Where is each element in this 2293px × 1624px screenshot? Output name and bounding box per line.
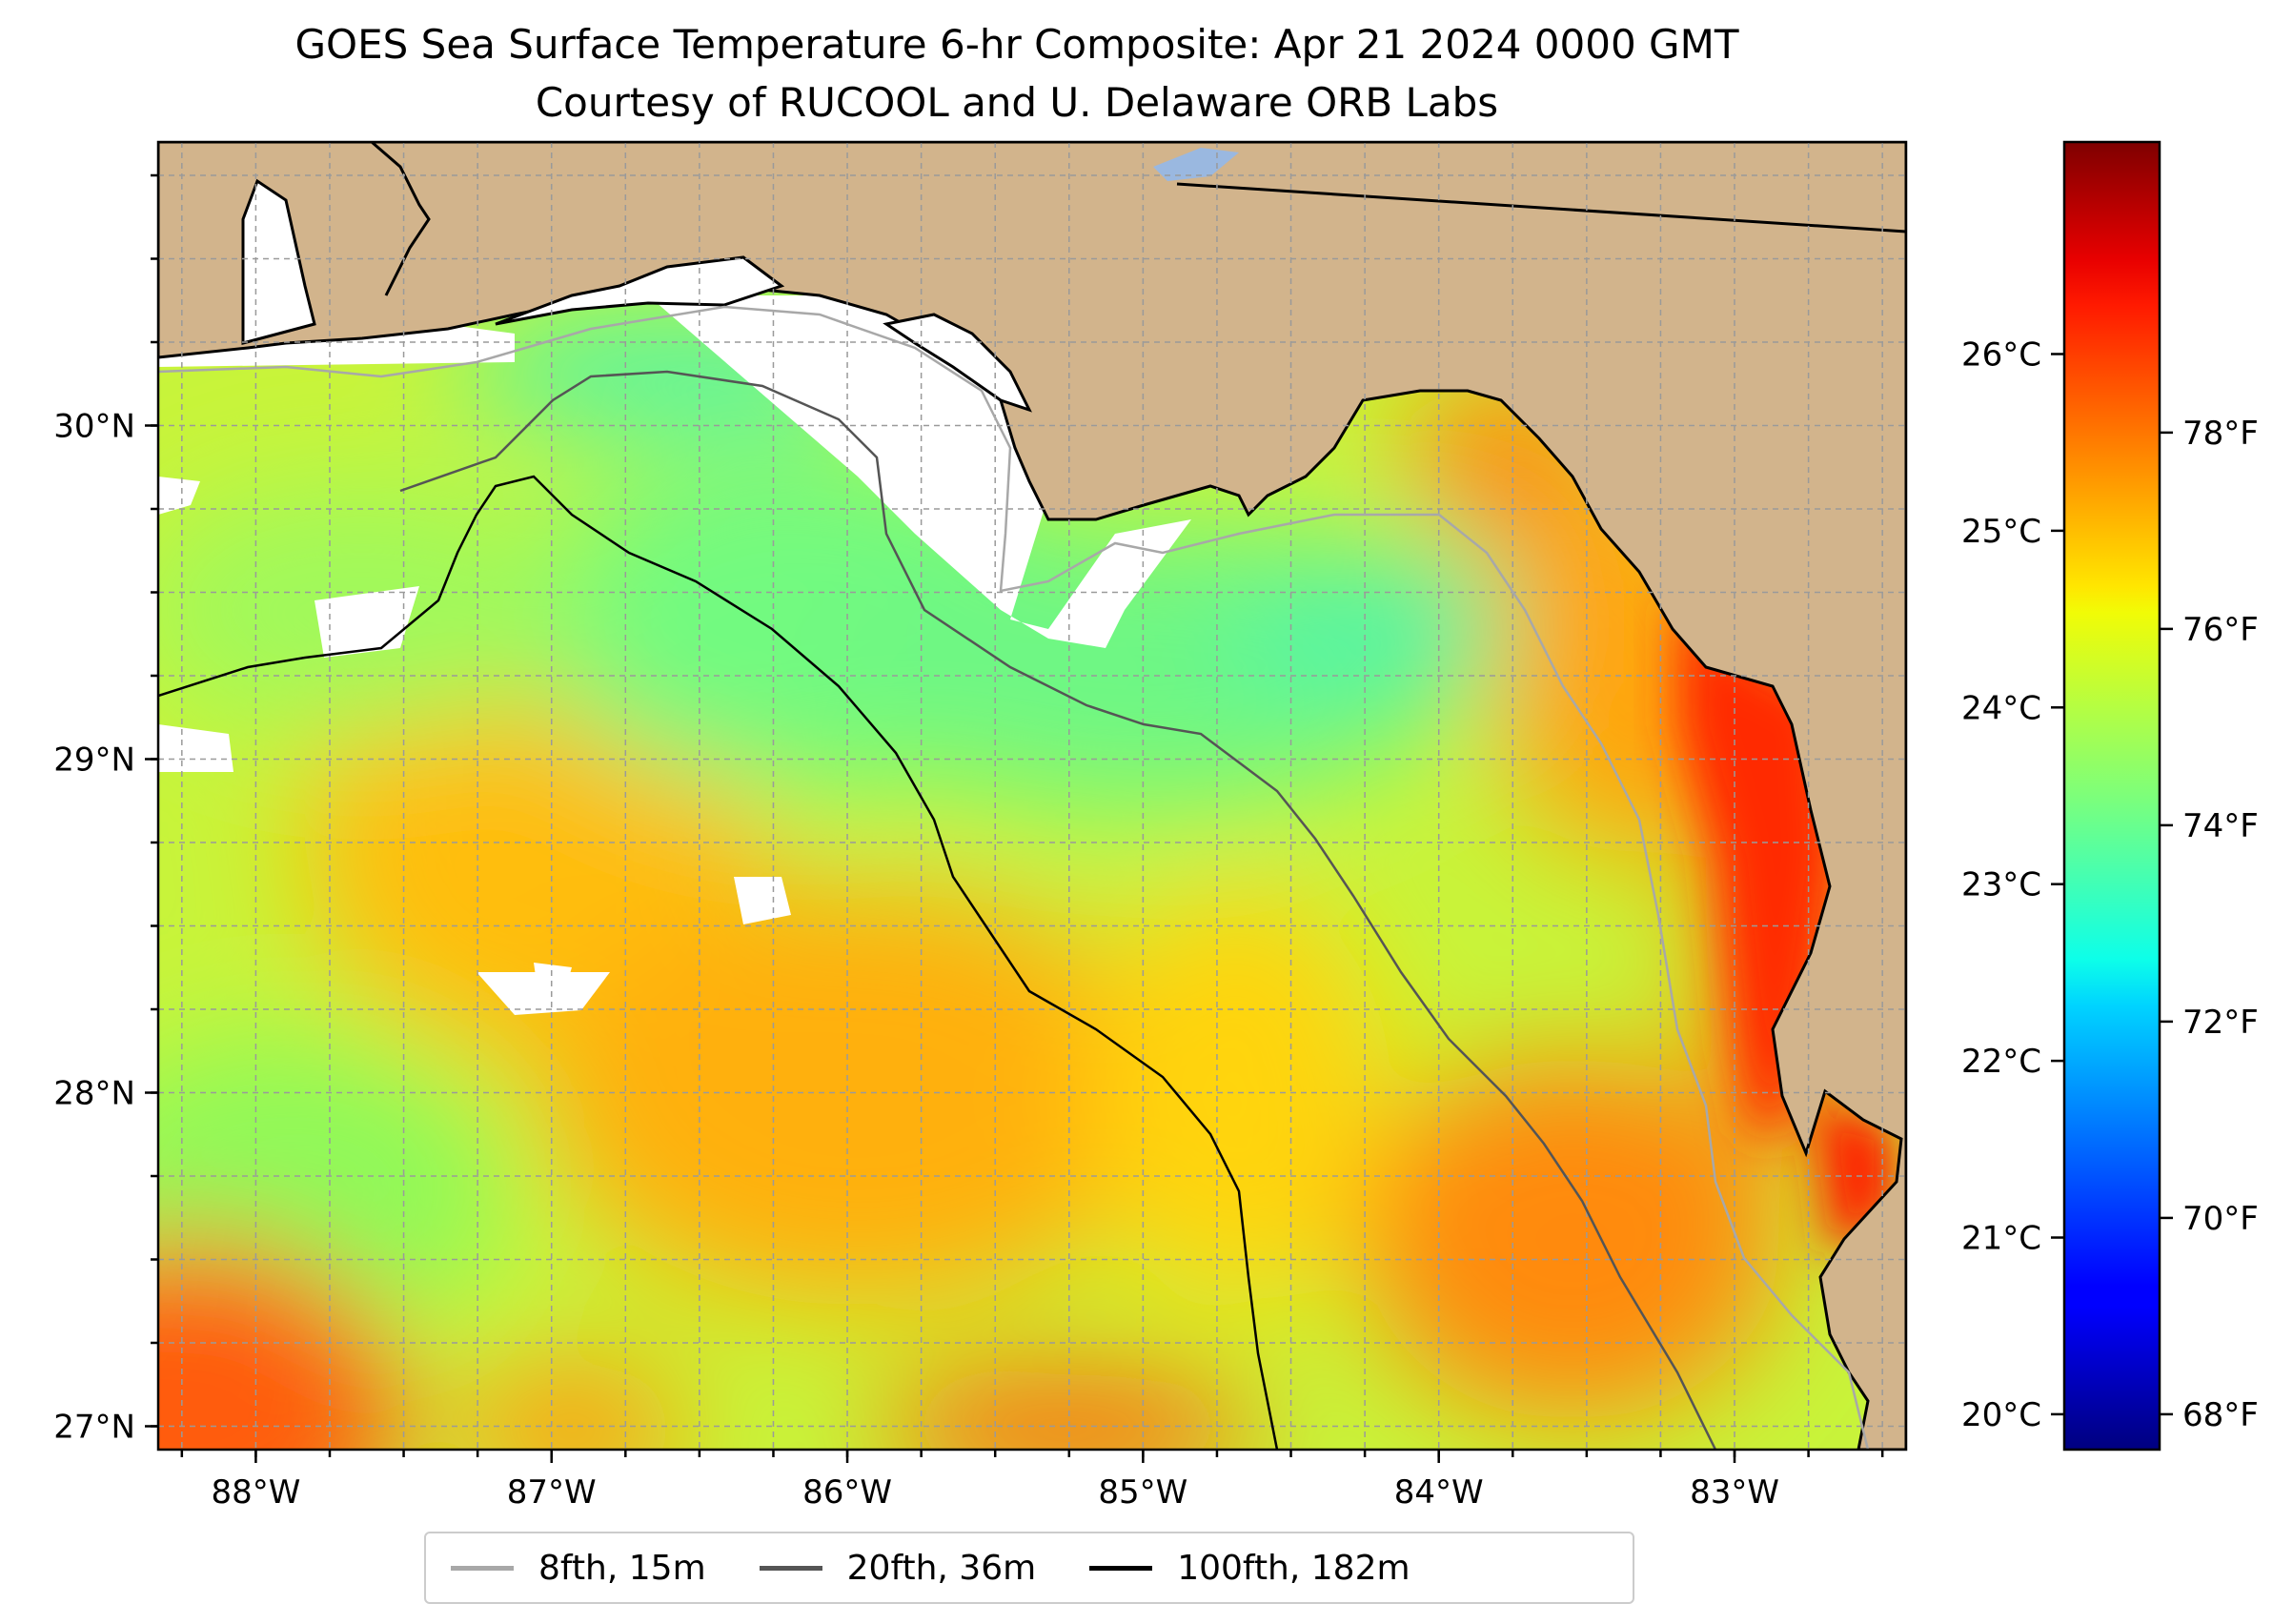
state-border-al-fl (371, 142, 431, 296)
fahrenheit-tick-label: 74°F (2182, 807, 2259, 845)
map-tick-labels: 88°W 87°W 86°W 85°W 84°W 83°W 27°N 28°N 29°N 30°N (53, 408, 1779, 1512)
fahrenheit-tick-label: 78°F (2182, 415, 2259, 453)
legend-label: 100fth, 182m (1177, 1548, 1410, 1588)
colorbar-labels: 20°C 21°C 22°C 23°C 24°C 25°C 26°C 68°F 70°F 72°F… (1961, 335, 2259, 1433)
celsius-tick-label: 22°C (1961, 1043, 2041, 1081)
legend-label: 8fth, 15m (538, 1548, 706, 1588)
fahrenheit-tick-label: 70°F (2182, 1200, 2259, 1238)
state-border (1176, 182, 1906, 233)
legend-swatch (451, 1565, 514, 1571)
map-subtitle: Courtesy of RUCOOL and U. Delaware ORB L… (535, 79, 1499, 126)
colorbar (2062, 140, 2161, 1451)
legend-swatch (1089, 1565, 1153, 1571)
lon-tick-label: 84°W (1394, 1473, 1484, 1512)
pensacola-bay (495, 255, 785, 326)
fahrenheit-tick-label: 76°F (2182, 611, 2259, 649)
map-area (158, 142, 1906, 1450)
celsius-tick-label: 26°C (1961, 335, 2041, 374)
colorbar-ticks (2051, 353, 2173, 1416)
lon-tick-label: 88°W (211, 1473, 300, 1512)
lon-tick-label: 87°W (507, 1473, 597, 1512)
isobath-100fth (158, 475, 1279, 1450)
map-title: GOES Sea Surface Temperature 6-hr Compos… (294, 21, 1739, 68)
celsius-tick-label: 23°C (1961, 866, 2041, 904)
isobath-legend: 8fth, 15m 20fth, 36m 100fth, 182m (424, 1532, 1634, 1604)
celsius-tick-label: 20°C (1961, 1396, 2041, 1434)
mobile-bay (241, 178, 316, 345)
lat-tick-label: 30°N (53, 408, 135, 446)
isobath-8fth (158, 305, 1870, 1450)
lon-tick-label: 83°W (1690, 1473, 1779, 1512)
fahrenheit-tick-label: 72°F (2182, 1004, 2259, 1042)
lat-tick-label: 27°N (53, 1409, 135, 1447)
fahrenheit-tick-label: 68°F (2182, 1396, 2259, 1434)
lat-tick-label: 28°N (53, 1075, 135, 1113)
celsius-tick-label: 25°C (1961, 513, 2041, 551)
legend-item-100fth: 100fth, 182m (1089, 1549, 1410, 1588)
legend-swatch (759, 1565, 822, 1571)
lat-lon-grid (158, 142, 1906, 1450)
st-andrews-bay (883, 313, 1032, 413)
legend-item-8fth: 8fth, 15m (451, 1549, 706, 1588)
isobath-20fth (399, 370, 1717, 1450)
lon-tick-label: 86°W (802, 1473, 892, 1512)
celsius-tick-label: 24°C (1961, 689, 2041, 727)
legend-label: 20fth, 36m (846, 1548, 1037, 1588)
legend-item-20fth: 20fth, 36m (759, 1548, 1037, 1588)
lon-tick-label: 85°W (1098, 1473, 1187, 1512)
lat-tick-label: 29°N (53, 741, 135, 780)
sst-field (158, 315, 1858, 1450)
celsius-tick-label: 21°C (1961, 1220, 2041, 1258)
map-tick-marks (145, 173, 1884, 1463)
map-frame (156, 140, 1908, 1451)
